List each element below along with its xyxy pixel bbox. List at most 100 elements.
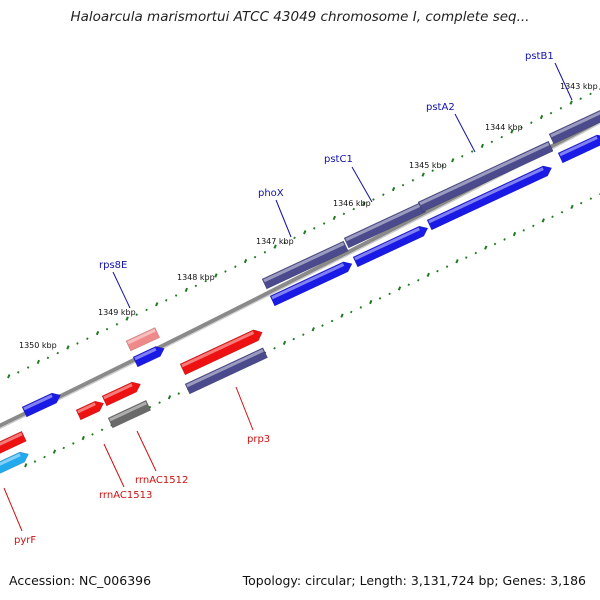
phoX-cds-shine: [271, 263, 345, 300]
tick-mark: [263, 251, 267, 254]
phoX-block-body: [261, 240, 349, 290]
pstC1-cds-shine: [354, 227, 420, 261]
pyrF-rrna-body: [0, 430, 27, 457]
tick-mark: [539, 114, 544, 120]
leader-pyrF: [3, 487, 23, 532]
tick-mark: [105, 327, 109, 331]
tick-mark: [56, 351, 59, 355]
rps8E-pale: [125, 327, 160, 352]
tick-mark: [493, 242, 497, 246]
phoX-block-shine: [263, 242, 345, 283]
tick-mark: [570, 204, 574, 209]
tick-mark: [62, 446, 65, 450]
pstB1-cds-body: [557, 134, 600, 164]
tick-mark: [273, 244, 277, 249]
rrnAC1512-grey-body: [107, 399, 152, 429]
pstB1-cds: [557, 134, 600, 164]
tick-mark: [155, 302, 159, 307]
tick-mark: [340, 313, 344, 318]
tick-mark: [81, 435, 85, 441]
pstB1-cds-shine: [559, 136, 598, 157]
tick-mark: [350, 310, 353, 314]
tick-mark: [500, 135, 503, 139]
tick-mark: [234, 265, 237, 268]
tick-mark: [204, 279, 207, 283]
tick-mark: [407, 283, 410, 287]
prp3-track-shine: [186, 348, 264, 388]
tick-mark: [303, 230, 307, 235]
pstC1-cds-body: [352, 225, 429, 268]
tick-mark: [359, 306, 363, 309]
tick-mark: [480, 143, 485, 148]
pyrF-cyan: [0, 451, 29, 477]
prp3-rrna-body: [179, 329, 263, 376]
tick-mark: [273, 346, 276, 350]
pstC1-block-body: [343, 201, 427, 249]
leader-pstB1: [554, 62, 573, 101]
tick-mark: [66, 345, 70, 350]
tick-mark: [397, 286, 402, 291]
tick-mark: [369, 299, 373, 305]
leader-rrnAC1513: [103, 443, 125, 488]
tick-label-6: 1349 kbp: [98, 308, 136, 317]
gene-label-phoX: phoX: [258, 188, 284, 199]
tick-label-0: 1343 kbp: [560, 82, 598, 91]
tick-mark: [46, 356, 50, 360]
tick-mark: [426, 272, 430, 277]
topology-summary: Topology: circular; Length: 3,131,724 bp…: [242, 573, 586, 588]
tick-mark: [17, 371, 20, 374]
tick-mark: [391, 186, 396, 192]
tick-label-2: 1345 kbp: [409, 161, 447, 170]
pstA2-block-body: [417, 140, 554, 213]
tick-mark: [436, 269, 439, 273]
tick-mark: [293, 236, 296, 240]
prp3-rrna: [179, 329, 263, 376]
tick-mark: [7, 374, 11, 379]
leader-prp3: [235, 386, 254, 431]
tick-mark: [532, 224, 535, 228]
tick-mark: [167, 395, 172, 400]
tick-mark: [451, 158, 455, 163]
tick-mark: [510, 129, 514, 134]
gene-label-pstB1: pstB1: [525, 51, 554, 62]
tick-mark: [490, 140, 494, 144]
phoX-cds: [269, 261, 353, 307]
tick-mark: [72, 442, 75, 445]
tick-mark: [52, 449, 57, 454]
tick-mark: [551, 215, 554, 219]
rrnAC1513-rrna: [75, 400, 105, 421]
tick-mark: [292, 337, 295, 341]
prp3-track: [184, 347, 268, 395]
tick-mark: [530, 121, 533, 124]
tick-mark: [512, 231, 517, 237]
tick-mark: [243, 258, 248, 264]
pstA2-cds-body: [426, 165, 553, 231]
tick-mark: [503, 238, 506, 241]
tick-mark: [372, 198, 375, 201]
rps8E-pale-body: [125, 327, 160, 352]
rps8E-cds: [132, 346, 165, 368]
tick-mark: [431, 169, 434, 172]
map-title: Haloarcula marismortui ATCC 43049 chromo…: [70, 9, 530, 25]
phoX-cds-body: [269, 261, 353, 307]
pstB1-block-shine: [550, 109, 600, 138]
rrnAC1512-rrna: [101, 381, 141, 407]
feature-layer: [0, 108, 600, 477]
tick-mark: [115, 323, 119, 326]
left-cds: [21, 392, 61, 418]
left-cds-body: [21, 392, 61, 418]
tick-mark: [174, 294, 178, 297]
leader-rps8E: [112, 271, 131, 309]
tick-label-1: 1344 kbp: [485, 123, 523, 132]
rrnAC1512-rrna-body: [101, 381, 141, 407]
pyrF-cyan-shine: [0, 453, 21, 470]
tick-mark: [474, 251, 478, 255]
rrnAC1512-grey-shine: [109, 401, 147, 422]
tick-mark: [321, 324, 324, 327]
tick-mark: [580, 201, 583, 205]
phoX-block: [261, 240, 349, 290]
tick-mark: [33, 460, 37, 463]
pstB1-block-body: [548, 108, 600, 145]
tick-mark: [362, 201, 366, 206]
left-cds-shine: [23, 394, 53, 411]
